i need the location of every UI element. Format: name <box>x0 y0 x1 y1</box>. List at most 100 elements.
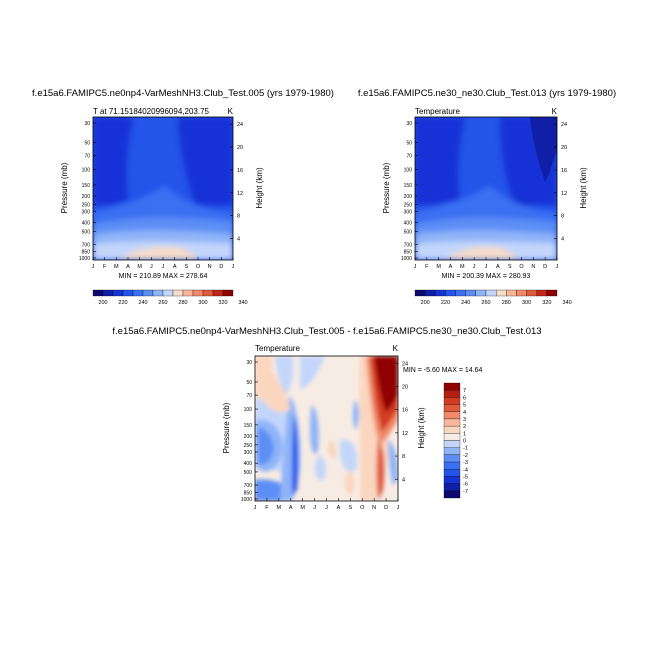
colorbar-swatch <box>212 289 224 297</box>
pressure-tick-label: 200 <box>82 194 91 200</box>
panel-2-colorbar: 200 220 240 260 280 300 320 340 <box>414 289 572 306</box>
colorbar-label: 300 <box>522 300 531 306</box>
colorbar-label: 220 <box>118 300 127 306</box>
pressure-tick-label: 50 <box>84 141 90 147</box>
panel-1: f.e15a6.FAMIPC5.ne0np4-VarMeshNH3.Club_T… <box>32 88 334 306</box>
colorbar-label: 4 <box>463 410 466 416</box>
pressure-tick-label: 100 <box>82 167 91 173</box>
pressure-tick-label: 30 <box>406 121 412 127</box>
pressure-tick-label: 250 <box>404 203 413 209</box>
month-tick-label: A <box>289 505 293 511</box>
panel-1-left-label: T at 71.15184020996094,203.75 <box>93 107 210 116</box>
pressure-tick-label: 700 <box>82 242 91 248</box>
colorbar-label: -7 <box>463 489 468 495</box>
colorbar-swatch <box>162 289 174 297</box>
colorbar-swatch <box>485 289 497 297</box>
pressure-tick-label: 50 <box>246 380 252 386</box>
pressure-tick-label: 50 <box>406 141 412 147</box>
height-tick-label: 20 <box>237 145 243 151</box>
colorbar-label: 3 <box>463 417 466 423</box>
height-tick-label: 16 <box>402 408 408 414</box>
pressure-tick-label: 400 <box>404 221 413 227</box>
panel-1-field <box>93 117 233 260</box>
month-tick-label: F <box>425 264 429 270</box>
month-tick-label: J <box>397 505 400 511</box>
colorbar-label: 340 <box>238 300 247 306</box>
colorbar-swatch <box>443 411 461 420</box>
height-tick-label: 24 <box>402 361 408 367</box>
colorbar-label: 240 <box>461 300 470 306</box>
month-tick-label: M <box>300 505 305 511</box>
pressure-tick-label: 150 <box>244 423 253 429</box>
panel-3: f.e15a6.FAMIPC5.ne0np4-VarMeshNH3.Club_T… <box>112 326 541 511</box>
pressure-tick-label: 70 <box>246 393 252 399</box>
colorbar-swatch <box>445 289 456 297</box>
colorbar-swatch <box>443 390 461 398</box>
colorbar-label: 5 <box>463 403 466 409</box>
panel-1-stats: MIN = 210.89 MAX = 278.64 <box>119 273 208 280</box>
panel-3-field <box>255 356 398 501</box>
panel-3-stats: MIN = -5.60 MAX = 14.64 <box>403 367 482 374</box>
pressure-tick-label: 500 <box>404 229 413 235</box>
height-tick-label: 8 <box>561 214 564 220</box>
pressure-tick-label: 850 <box>82 250 91 256</box>
pressure-tick-label: 500 <box>244 470 253 476</box>
pressure-tick-label: 70 <box>406 154 412 160</box>
panel-2-field <box>415 117 557 260</box>
panel-2-ylabel-right: Height (km) <box>579 167 588 209</box>
height-tick-label: 4 <box>237 237 240 243</box>
colorbar-swatch <box>443 440 461 448</box>
colorbar-label: -1 <box>463 446 468 452</box>
month-tick-label: M <box>460 264 465 270</box>
colorbar-label: 300 <box>198 300 207 306</box>
colorbar-swatch <box>475 289 487 297</box>
colorbar-swatch <box>435 289 446 297</box>
colorbar-swatch <box>536 289 548 297</box>
pressure-tick-label: 700 <box>404 242 413 248</box>
height-tick-label: 24 <box>561 122 567 128</box>
colorbar-swatch <box>443 490 461 499</box>
month-tick-label: A <box>126 264 130 270</box>
colorbar-label: 280 <box>178 300 187 306</box>
colorbar-swatch <box>443 454 461 463</box>
pressure-tick-label: 200 <box>244 434 253 440</box>
colorbar-swatch <box>142 289 154 297</box>
colorbar-swatch <box>443 461 461 470</box>
pressure-tick-label: 100 <box>404 167 413 173</box>
month-tick-label: S <box>508 264 512 270</box>
colorbar-swatch <box>546 289 558 297</box>
pressure-tick-label: 400 <box>244 461 253 467</box>
month-tick-label: J <box>313 505 316 511</box>
height-tick-label: 16 <box>561 168 567 174</box>
month-tick-label: J <box>556 264 559 270</box>
month-tick-label: D <box>219 264 223 270</box>
colorbar-swatch <box>414 289 426 297</box>
month-tick-label: N <box>531 264 535 270</box>
colorbar-label: 260 <box>158 300 167 306</box>
panel-3-ylabel-right: Height (km) <box>417 407 426 449</box>
colorbar-swatch <box>132 289 144 297</box>
month-tick-label: M <box>137 264 142 270</box>
pressure-tick-label: 70 <box>84 154 90 160</box>
height-tick-label: 12 <box>237 191 243 197</box>
colorbar-swatch <box>443 483 461 491</box>
colorbar-label: 0 <box>463 439 466 445</box>
colorbar-swatch <box>443 469 461 477</box>
height-tick-label: 16 <box>237 168 243 174</box>
height-tick-label: 8 <box>237 214 240 220</box>
colorbar-swatch <box>152 289 164 297</box>
height-tick-label: 12 <box>402 431 408 437</box>
height-tick-label: 12 <box>561 191 567 197</box>
pressure-tick-label: 700 <box>244 483 253 489</box>
month-tick-label: S <box>184 264 188 270</box>
colorbar-swatch <box>526 289 537 297</box>
pressure-tick-label: 300 <box>82 210 91 216</box>
colorbar-swatch <box>443 425 461 434</box>
colorbar-label: -5 <box>463 474 468 480</box>
pressure-tick-label: 850 <box>404 250 413 256</box>
month-tick-label: J <box>325 505 328 511</box>
pressure-tick-label: 1000 <box>79 256 90 262</box>
